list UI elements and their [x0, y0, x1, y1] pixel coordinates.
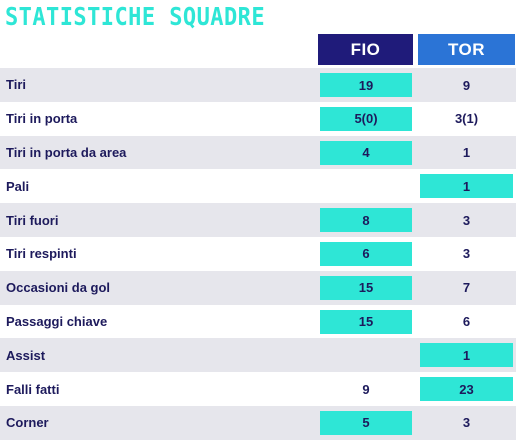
away-value: 7 — [462, 280, 471, 296]
away-value: 1 — [462, 145, 471, 161]
team-header-away: TOR — [418, 34, 515, 65]
away-value: 9 — [462, 77, 471, 93]
home-value: 15 — [320, 309, 412, 334]
stat-label: Tiri respinti — [6, 246, 77, 262]
stat-row-tiri-in-porta: Tiri in porta 5(0) 3(1) — [0, 102, 516, 136]
away-value: 1 — [420, 343, 513, 368]
home-value: 4 — [320, 140, 412, 165]
stat-label: Pali — [6, 178, 30, 194]
stat-row-falli-fatti: Falli fatti 9 23 — [0, 372, 516, 406]
home-value: 15 — [320, 275, 412, 300]
stat-label: Tiri in porta — [6, 111, 78, 127]
team-header-home: FIO — [318, 34, 413, 65]
home-value — [320, 174, 412, 198]
stat-row-corner: Corner 5 3 — [0, 405, 516, 440]
stat-label: Falli fatti — [6, 381, 60, 397]
stat-row-tiri: Tiri 19 9 — [0, 68, 516, 102]
home-value: 6 — [320, 241, 412, 266]
away-value: 3 — [462, 415, 471, 431]
stat-label: Assist — [6, 347, 46, 363]
stat-row-occasioni-da-gol: Occasioni da gol 15 7 — [0, 270, 516, 305]
away-value: 6 — [462, 314, 471, 330]
stat-row-tiri-respinti: Tiri respinti 6 3 — [0, 237, 516, 271]
home-value: 5 — [320, 410, 412, 435]
home-value: 5(0) — [320, 106, 412, 131]
away-value: 3 — [462, 246, 471, 262]
stat-row-pali: Pali 1 — [0, 169, 516, 203]
stat-row-tiri-fuori: Tiri fuori 8 3 — [0, 203, 516, 237]
stat-label: Tiri fuori — [6, 212, 59, 228]
away-value: 1 — [420, 174, 513, 199]
stat-label: Passaggi chiave — [6, 313, 108, 329]
stat-label: Tiri — [6, 77, 26, 93]
stats-table: Tiri 19 9 Tiri in porta 5(0) 3(1) Tiri i… — [0, 68, 528, 440]
away-value: 23 — [420, 377, 513, 402]
stat-row-passaggi-chiave: Passaggi chiave 15 6 — [0, 305, 516, 339]
away-value: 3(1) — [454, 111, 479, 127]
stat-label: Occasioni da gol — [6, 280, 111, 296]
home-value: 8 — [320, 208, 412, 233]
home-value: 19 — [320, 73, 412, 97]
stat-label: Corner — [6, 415, 49, 431]
page-title: STATISTICHE SQUADRE — [5, 2, 266, 31]
home-value — [320, 343, 412, 367]
home-value: 9 — [362, 381, 370, 397]
stat-label: Tiri in porta da area — [6, 144, 127, 160]
away-value: 3 — [462, 212, 471, 228]
stat-row-tiri-in-porta-da-area: Tiri in porta da area 4 1 — [0, 135, 516, 170]
stat-row-assist: Assist 1 — [0, 338, 516, 373]
